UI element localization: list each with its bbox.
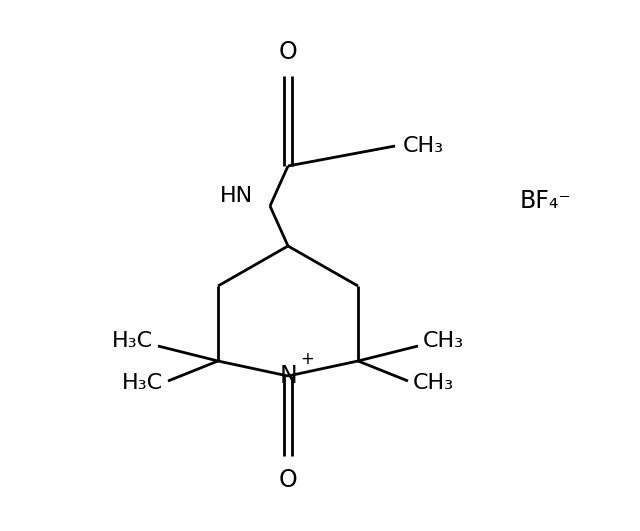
Text: BF₄⁻: BF₄⁻ <box>520 189 572 213</box>
Text: N: N <box>279 364 297 388</box>
Text: CH₃: CH₃ <box>423 331 464 351</box>
Text: O: O <box>278 468 298 492</box>
Text: CH₃: CH₃ <box>403 136 444 156</box>
Text: H₃C: H₃C <box>122 373 163 393</box>
Text: CH₃: CH₃ <box>413 373 454 393</box>
Text: H₃C: H₃C <box>112 331 153 351</box>
Text: O: O <box>278 40 298 64</box>
Text: HN: HN <box>220 186 253 206</box>
Text: +: + <box>300 350 314 368</box>
